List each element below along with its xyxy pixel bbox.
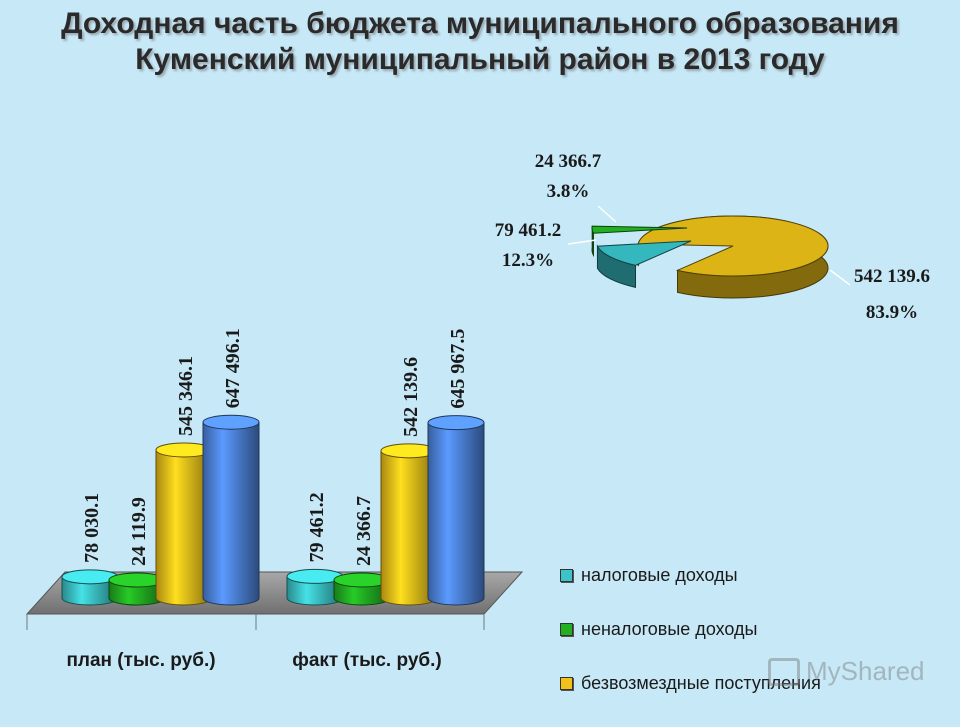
bar-value-label: 542 139.6: [400, 357, 422, 437]
category-label: план (тыс. руб.): [66, 650, 215, 671]
legend-label: налоговые доходы: [581, 564, 738, 585]
pie-slice: [596, 240, 692, 288]
bar-top: [202, 414, 260, 430]
pie-leader-line: [829, 269, 851, 286]
bar: [427, 415, 485, 606]
legend-label: неналоговые доходы: [581, 618, 758, 639]
legend-swatch: [560, 568, 573, 582]
pie-percent-label: 83.9%: [866, 302, 918, 323]
legend-item-tax: налоговые доходы: [560, 565, 821, 585]
bar-value-label: 647 496.1: [222, 328, 244, 408]
pie-value-label: 79 461.2: [495, 220, 562, 241]
bar-value-label: 645 967.5: [447, 329, 469, 409]
bar-value-label: 24 366.7: [353, 496, 375, 566]
pie-value-label: 24 366.7: [535, 151, 602, 172]
pie-slice: [637, 215, 829, 299]
pie-slice-top: [596, 240, 692, 266]
watermark-text: MyShared: [806, 656, 925, 686]
legend-swatch: [560, 676, 573, 690]
legend-item-gratuitous: безвозмездные поступления: [560, 673, 821, 693]
watermark-icon: [768, 657, 800, 686]
category-label: факт (тыс. руб.): [292, 650, 442, 671]
pie-slice-top: [637, 215, 829, 277]
bar: [202, 414, 260, 606]
bar: [108, 572, 166, 606]
pie-leader-line: [597, 205, 617, 223]
bar-top: [427, 415, 485, 431]
watermark: MyShared: [768, 656, 925, 687]
title-line-2: Куменский муниципальный район в 2013 год…: [135, 43, 825, 76]
pie-percent-label: 3.8%: [547, 181, 590, 202]
pie-percent-label: 12.3%: [502, 250, 554, 271]
pie-value-label: 542 139.6: [854, 266, 930, 287]
bar-value-label: 545 346.1: [175, 356, 197, 436]
category-labels: план (тыс. руб.) факт (тыс. руб.): [66, 650, 441, 671]
legend-label: безвозмездные поступления: [581, 672, 821, 693]
bar-value-labels: 78 030.1 24 119.9 545 346.1 647 496.1 79 461…: [81, 328, 469, 566]
title-line-1: Доходная часть бюджета муниципального об…: [61, 7, 899, 40]
bar-value-label: 24 119.9: [128, 497, 150, 566]
bar-body: [427, 422, 485, 606]
pie-slice-top: [591, 225, 688, 234]
bar-body: [202, 421, 260, 606]
bar-value-label: 79 461.2: [306, 492, 328, 562]
pie-labels: 542 139.6 83.9% 79 461.2 12.3% 24 366.7 3.8%: [495, 151, 930, 323]
bar-value-label: 78 030.1: [81, 493, 103, 563]
bar-series-group: [61, 414, 485, 606]
pie-chart: [591, 215, 829, 299]
chart-title: Доходная часть бюджета муниципального об…: [0, 6, 960, 78]
pie-leader-line: [567, 239, 597, 245]
legend: налоговые доходы неналоговые доходы безв…: [560, 565, 821, 727]
legend-item-nontax: неналоговые доходы: [560, 619, 821, 639]
legend-swatch: [560, 622, 573, 636]
